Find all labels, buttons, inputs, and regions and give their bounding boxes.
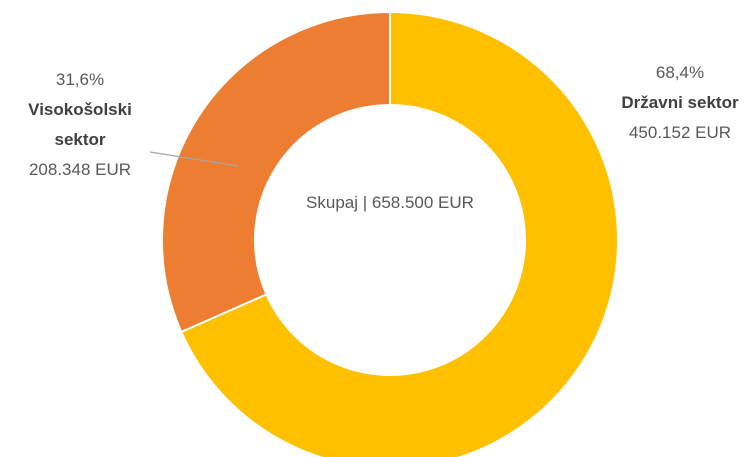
leader-line — [149, 151, 239, 167]
amount-label: 208.348 EUR — [28, 160, 132, 179]
percent-label: 68,4% — [655, 63, 705, 82]
donut-segment — [161, 10, 391, 334]
percent-label: 31,6% — [55, 70, 105, 89]
data-label: 68,4% Državni sektor 450.152 EUR — [595, 58, 754, 148]
donut-hole — [256, 106, 524, 374]
center-label: Skupaj | 658.500 EUR — [306, 193, 474, 212]
donut — [161, 10, 619, 457]
donut-segment — [180, 10, 619, 457]
amount-label: 450.152 EUR — [628, 123, 732, 142]
data-label: 31,6% Visokošolski sektor 208.348 EUR — [0, 65, 160, 185]
category-label: Državni sektor — [621, 93, 739, 112]
category-label: Visokošolski sektor — [28, 100, 132, 149]
